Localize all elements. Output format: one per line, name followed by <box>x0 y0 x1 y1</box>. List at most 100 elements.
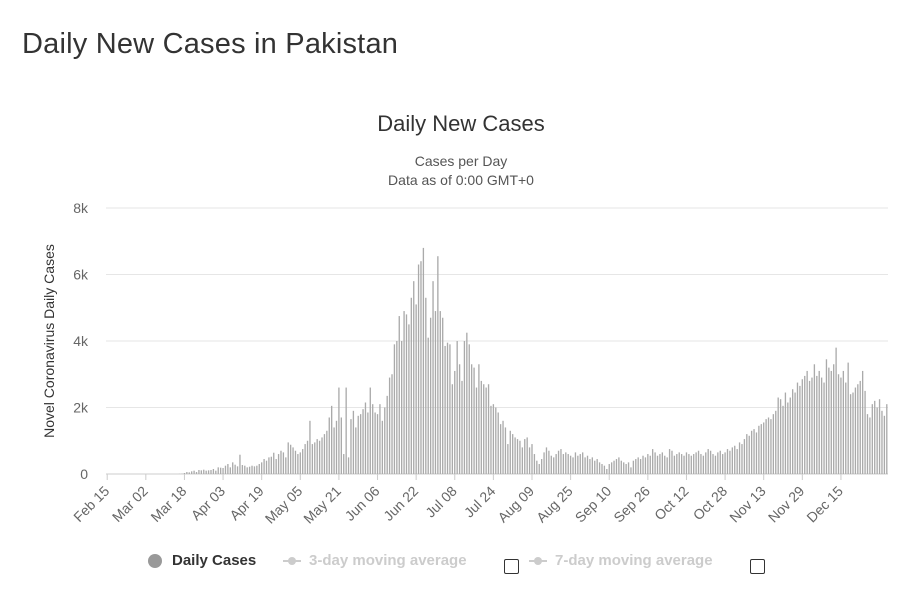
bar[interactable] <box>454 370 456 474</box>
bar[interactable] <box>261 462 263 474</box>
bar[interactable] <box>801 379 803 474</box>
bar[interactable] <box>852 392 854 474</box>
bar-series[interactable] <box>178 247 888 475</box>
bar[interactable] <box>849 394 852 474</box>
bar[interactable] <box>763 422 765 474</box>
bar[interactable] <box>253 466 256 474</box>
bar[interactable] <box>449 344 451 474</box>
bar[interactable] <box>664 455 666 474</box>
bar[interactable] <box>750 430 753 474</box>
bar[interactable] <box>294 450 297 474</box>
bar[interactable] <box>425 297 427 474</box>
bar[interactable] <box>601 464 603 474</box>
bar[interactable] <box>886 404 888 474</box>
bar[interactable] <box>318 440 321 474</box>
bar[interactable] <box>758 425 760 474</box>
bar[interactable] <box>413 281 415 474</box>
bar[interactable] <box>729 450 731 474</box>
bar[interactable] <box>415 304 417 474</box>
bar[interactable] <box>374 412 376 474</box>
bar[interactable] <box>540 459 543 474</box>
bar[interactable] <box>712 454 714 474</box>
bar[interactable] <box>627 462 630 474</box>
bar[interactable] <box>591 457 593 475</box>
bar[interactable] <box>280 450 282 474</box>
bar[interactable] <box>384 407 386 475</box>
bar[interactable] <box>569 455 572 474</box>
bar[interactable] <box>673 455 676 474</box>
bar[interactable] <box>731 447 733 474</box>
bar[interactable] <box>437 256 439 474</box>
bar[interactable] <box>722 454 724 474</box>
bar[interactable] <box>618 457 620 475</box>
bar[interactable] <box>396 341 398 474</box>
bar[interactable] <box>531 444 533 474</box>
legend-item-daily-cases[interactable]: Daily Cases <box>148 552 256 569</box>
bar[interactable] <box>492 404 495 474</box>
bar[interactable] <box>548 450 550 474</box>
bar[interactable] <box>816 375 818 474</box>
bar[interactable] <box>241 465 244 474</box>
bar[interactable] <box>724 452 726 474</box>
bar[interactable] <box>792 389 794 474</box>
bar[interactable] <box>775 410 777 474</box>
bar[interactable] <box>562 454 565 474</box>
bar[interactable] <box>642 455 644 474</box>
bar[interactable] <box>545 447 548 474</box>
bar[interactable] <box>417 264 420 474</box>
bar[interactable] <box>837 374 840 474</box>
bar[interactable] <box>403 311 405 474</box>
bar[interactable] <box>222 468 224 474</box>
bar[interactable] <box>248 466 251 474</box>
bar[interactable] <box>297 454 299 474</box>
bar[interactable] <box>765 419 767 474</box>
bar[interactable] <box>688 454 690 474</box>
bar[interactable] <box>258 464 260 474</box>
bar[interactable] <box>357 415 359 474</box>
bar[interactable] <box>408 324 410 475</box>
bar[interactable] <box>557 450 560 474</box>
bar[interactable] <box>811 377 813 474</box>
bar[interactable] <box>808 380 811 474</box>
bar[interactable] <box>770 419 772 474</box>
bar[interactable] <box>603 465 606 474</box>
bar[interactable] <box>656 455 659 474</box>
bar[interactable] <box>345 387 347 474</box>
bar[interactable] <box>574 452 577 474</box>
bar[interactable] <box>553 457 555 475</box>
bar[interactable] <box>630 467 632 474</box>
bar[interactable] <box>806 370 808 474</box>
bar[interactable] <box>550 455 552 474</box>
bar[interactable] <box>866 414 869 474</box>
bar[interactable] <box>504 427 507 474</box>
bar[interactable] <box>784 392 787 474</box>
bar[interactable] <box>432 281 434 474</box>
legend-item-3-day-average[interactable]: 3-day moving average <box>283 552 467 569</box>
bar[interactable] <box>234 464 236 474</box>
bar[interactable] <box>480 380 482 474</box>
bar[interactable] <box>526 437 528 474</box>
bar[interactable] <box>343 454 345 474</box>
bar[interactable] <box>422 247 425 474</box>
bar[interactable] <box>825 359 828 474</box>
bar[interactable] <box>678 452 680 474</box>
bar[interactable] <box>289 444 292 474</box>
bar[interactable] <box>589 459 591 474</box>
bar[interactable] <box>538 464 540 474</box>
bar[interactable] <box>328 417 330 474</box>
bar[interactable] <box>632 460 635 474</box>
bar[interactable] <box>434 311 437 474</box>
bar[interactable] <box>799 385 801 474</box>
bar[interactable] <box>830 370 832 474</box>
bar[interactable] <box>671 450 673 474</box>
bar[interactable] <box>263 459 265 474</box>
bar[interactable] <box>804 375 806 474</box>
bar[interactable] <box>473 367 475 474</box>
bar[interactable] <box>483 384 485 474</box>
bar[interactable] <box>420 261 422 474</box>
bar[interactable] <box>200 470 202 474</box>
bar[interactable] <box>697 450 700 474</box>
bar[interactable] <box>309 420 311 474</box>
bar[interactable] <box>502 420 504 474</box>
bar[interactable] <box>338 387 340 474</box>
